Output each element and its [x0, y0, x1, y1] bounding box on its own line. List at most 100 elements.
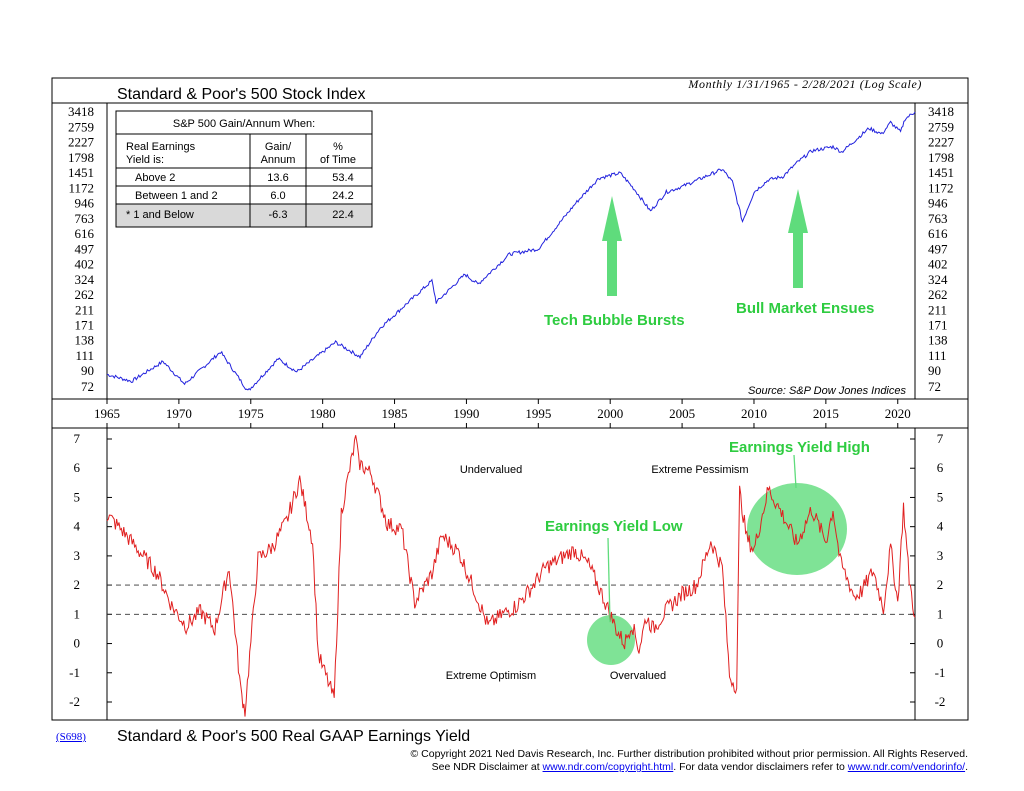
- table-row-3-gain: -6.3: [269, 209, 288, 221]
- bottom-y-tick-right: 0: [937, 636, 944, 651]
- x-tick-label: 2010: [741, 406, 767, 421]
- bottom-y-tick-left: 3: [74, 548, 81, 563]
- top-y-tick-right: 262: [928, 287, 948, 302]
- top-y-axis-right: 3418275922271798145111729467636164974023…: [928, 104, 955, 394]
- x-tick-label: 1995: [525, 406, 551, 421]
- bottom-y-tick-right: 4: [937, 519, 944, 534]
- bottom-y-axis-left: 7 6 5 4 3 2 1 0 -1 -2: [69, 431, 112, 709]
- copyright-line: © Copyright 2021 Ned Davis Research, Inc…: [410, 748, 969, 760]
- undervalued-label: Undervalued: [460, 464, 522, 476]
- tech-bubble-label: Tech Bubble Bursts: [544, 312, 685, 329]
- x-tick-label: 2005: [669, 406, 695, 421]
- top-y-tick-right: 1172: [928, 180, 954, 195]
- bottom-panel-title: Standard & Poor's 500 Real GAAP Earnings…: [117, 728, 470, 745]
- table-row-2-label: Between 1 and 2: [135, 190, 218, 202]
- table-title: S&P 500 Gain/Annum When:: [173, 118, 315, 130]
- extreme-pessimism-label: Extreme Pessimism: [651, 464, 748, 476]
- earnings-yield-series-line: [106, 435, 916, 717]
- table-col1-header-l1: Real Earnings: [126, 141, 196, 153]
- highlight-yield-low: [587, 615, 635, 665]
- top-y-tick-left: 90: [81, 363, 94, 378]
- x-tick-label: 1980: [310, 406, 336, 421]
- yield-high-label: Earnings Yield High: [729, 439, 870, 456]
- top-y-tick-right: 1451: [928, 165, 954, 180]
- top-y-tick-right: 211: [928, 302, 947, 317]
- bottom-y-tick-right: 3: [937, 548, 944, 563]
- yield-low-pointer: [607, 537, 611, 623]
- top-y-tick-right: 324: [928, 272, 948, 287]
- bottom-y-tick-right: 2: [937, 577, 944, 592]
- bottom-plot-frame: [106, 427, 916, 721]
- chart-code-link[interactable]: (S698): [56, 731, 86, 743]
- top-y-tick-right: 2759: [928, 119, 954, 134]
- bottom-y-tick-left: 2: [74, 577, 81, 592]
- highlight-yield-high: [747, 483, 847, 575]
- top-y-tick-left: 171: [75, 317, 95, 332]
- bottom-y-tick-left: 1: [74, 606, 81, 621]
- x-tick-label: 2000: [597, 406, 623, 421]
- table-col3-header-l1: %: [333, 141, 343, 153]
- top-y-tick-left: 324: [75, 272, 95, 287]
- top-y-tick-right: 946: [928, 196, 948, 211]
- top-y-tick-left: 946: [75, 196, 95, 211]
- top-y-tick-left: 497: [75, 241, 95, 256]
- disclaimer-text-a: See NDR Disclaimer at: [431, 761, 543, 773]
- top-y-tick-right: 497: [928, 241, 948, 256]
- vendorinfo-link[interactable]: www.ndr.com/vendorinfo/: [847, 761, 966, 773]
- top-y-tick-left: 402: [75, 256, 95, 271]
- top-y-tick-right: 90: [928, 363, 941, 378]
- bottom-y-tick-right: 7: [937, 431, 944, 446]
- bull-market-label: Bull Market Ensues: [736, 300, 874, 317]
- x-tick-label: 1990: [453, 406, 479, 421]
- top-y-tick-left: 111: [75, 348, 94, 363]
- disclaimer-text-b: . For data vendor disclaimers refer to: [673, 761, 848, 773]
- top-y-tick-right: 171: [928, 317, 948, 332]
- bottom-y-tick-left: 5: [74, 489, 81, 504]
- bottom-y-tick-right: 1: [937, 606, 944, 621]
- x-tick-label: 1965: [94, 406, 120, 421]
- extreme-optimism-label: Extreme Optimism: [446, 670, 536, 682]
- bottom-y-tick-left: 0: [74, 636, 81, 651]
- table-col2-header-l2: Annum: [261, 154, 296, 166]
- x-tick-label: 1970: [166, 406, 192, 421]
- table-row-3-pct: 22.4: [332, 209, 353, 221]
- top-y-tick-left: 763: [75, 211, 95, 226]
- copyright-link[interactable]: www.ndr.com/copyright.html: [542, 761, 674, 773]
- bottom-y-tick-left: 7: [74, 431, 81, 446]
- top-y-tick-right: 1798: [928, 150, 954, 165]
- top-y-tick-right: 763: [928, 211, 948, 226]
- table-row-3-label: * 1 and Below: [126, 209, 194, 221]
- x-tick-label: 1985: [382, 406, 408, 421]
- x-axis: 1965 1970 1975 1980 1985 1990 1995 2000 2005 2010…: [94, 399, 911, 428]
- disclaimer-text-c: .: [965, 761, 968, 773]
- top-y-tick-left: 1172: [68, 180, 94, 195]
- table-col2-header-l1: Gain/: [265, 141, 292, 153]
- top-y-tick-left: 1451: [68, 165, 94, 180]
- top-y-tick-left: 3418: [68, 104, 94, 119]
- top-y-tick-left: 211: [75, 302, 94, 317]
- x-tick-label: 2020: [885, 406, 911, 421]
- bull-market-arrow-shaft: [793, 232, 803, 288]
- tech-bubble-arrow-shaft: [607, 240, 617, 296]
- bottom-y-tick-left: 6: [74, 460, 81, 475]
- top-y-axis-left: 3418275922271798145111729467636164974023…: [68, 104, 95, 394]
- top-y-tick-left: 616: [75, 226, 95, 241]
- bottom-y-tick-left: -1: [69, 665, 80, 680]
- top-y-tick-right: 72: [928, 379, 941, 394]
- top-y-tick-left: 2759: [68, 119, 94, 134]
- top-y-tick-right: 402: [928, 256, 948, 271]
- yield-high-pointer: [793, 454, 797, 489]
- yield-low-label: Earnings Yield Low: [545, 518, 683, 535]
- top-y-tick-right: 2227: [928, 135, 955, 150]
- stats-table: S&P 500 Gain/Annum When: Real Earnings Y…: [115, 110, 373, 228]
- bull-market-arrow-head: [788, 189, 808, 233]
- top-y-tick-left: 72: [81, 379, 94, 394]
- bottom-y-tick-right: 6: [937, 460, 944, 475]
- table-col3-header-l2: of Time: [320, 154, 356, 166]
- top-y-tick-right: 138: [928, 333, 948, 348]
- x-tick-label: 2015: [813, 406, 839, 421]
- x-tick-label: 1975: [238, 406, 264, 421]
- table-row-1-label: Above 2: [135, 172, 175, 184]
- bottom-y-tick-left: 4: [74, 519, 81, 534]
